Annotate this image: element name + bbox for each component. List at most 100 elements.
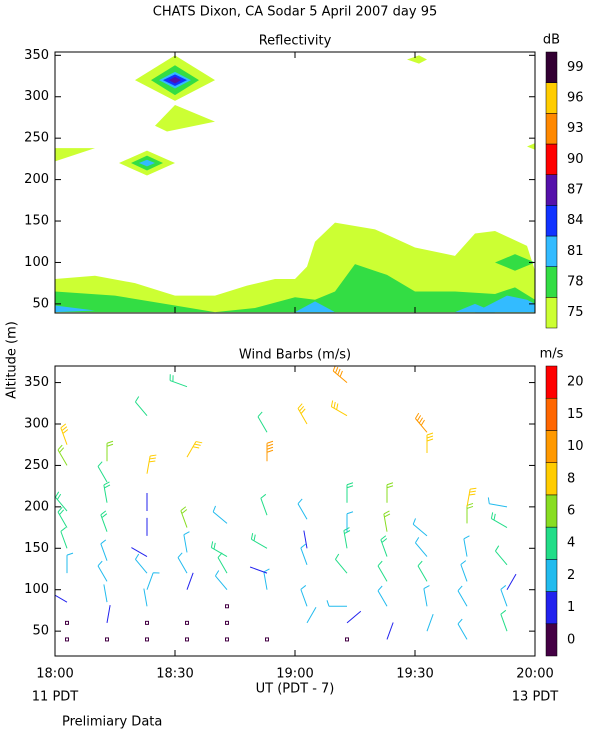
wind-barb — [100, 539, 108, 561]
colorbar-unit: dB — [543, 33, 560, 48]
contour-region — [169, 76, 181, 84]
y-tick-label: 100 — [24, 582, 49, 597]
calm-marker — [265, 637, 269, 642]
wind-barb — [332, 366, 348, 383]
colorbar-label: 10 — [567, 439, 584, 454]
wind-barb — [423, 585, 430, 607]
y-tick-label: 350 — [24, 375, 49, 390]
colorbar-block — [545, 143, 558, 175]
contour-region — [295, 301, 335, 313]
y-tick-label: 50 — [32, 624, 49, 639]
wind-barb — [380, 535, 388, 557]
wind-barb — [135, 553, 148, 574]
colorbar-block — [545, 462, 558, 496]
wind-barb — [180, 506, 188, 528]
footer-note: Prelimiary Data — [62, 715, 162, 730]
wind-barb — [383, 510, 391, 532]
colorbar-block — [545, 494, 558, 528]
colorbar-label: 20 — [567, 375, 584, 390]
wind-barb — [457, 618, 468, 640]
y-tick-label: 250 — [24, 458, 49, 473]
x-tick-label: 19:30 — [396, 667, 433, 682]
y-tick-label: 150 — [24, 541, 49, 556]
wind-barb — [490, 512, 508, 529]
wind-barb — [103, 584, 108, 603]
colorbar-block — [545, 82, 558, 114]
y-tick-label: 200 — [24, 499, 49, 514]
wind-barb — [330, 400, 348, 417]
wind-barb — [103, 481, 111, 503]
wind-barb — [169, 374, 188, 388]
plot-frame — [54, 365, 536, 657]
wind-barb — [146, 454, 157, 474]
colorbar-block — [545, 430, 558, 463]
wind-barb — [386, 482, 394, 503]
colorbar-label: 99 — [567, 60, 584, 75]
contour-region — [55, 264, 535, 313]
colorbar-block — [545, 526, 558, 560]
wind-barb — [495, 545, 508, 566]
y-tick-label: 100 — [24, 255, 49, 270]
x-right-note: 13 PDT — [512, 690, 559, 705]
calm-marker — [185, 620, 189, 625]
x-tick-label: 18:30 — [156, 667, 193, 682]
x-left-note: 11 PDT — [32, 690, 79, 705]
colorbar-block — [545, 297, 558, 329]
wind-barb — [346, 482, 354, 503]
colorbar-block — [545, 397, 558, 431]
contour-region — [407, 55, 427, 64]
wind-barb — [106, 605, 111, 623]
contour-region — [527, 143, 535, 150]
wind-barb — [263, 568, 270, 590]
colorbar-label: 96 — [567, 91, 584, 106]
y-tick-label: 150 — [24, 214, 49, 229]
calm-marker — [145, 620, 149, 625]
colorbar-unit: m/s — [540, 347, 564, 362]
y-tick-label: 250 — [24, 131, 49, 146]
colorbar-block — [545, 591, 558, 625]
wind-barb — [417, 560, 428, 582]
wind-barb — [306, 607, 317, 624]
colorbar-label: 81 — [567, 244, 584, 259]
wind-barb — [466, 502, 474, 524]
wind-barb — [60, 527, 68, 549]
y-tick-label: 50 — [32, 296, 49, 311]
wind-barb — [250, 532, 268, 549]
wind-barb — [60, 423, 69, 445]
colorbar-label: 15 — [567, 407, 584, 422]
colorbar-block — [545, 559, 558, 592]
wind-barb — [55, 491, 68, 512]
colorbar-label: 75 — [567, 305, 584, 320]
colorbar-label: 78 — [567, 275, 584, 290]
colorbar-label: 8 — [567, 471, 575, 486]
calm-marker — [185, 637, 189, 642]
page-title: CHATS Dixon, CA Sodar 5 April 2007 day 9… — [153, 5, 438, 20]
wind-barb — [297, 403, 308, 425]
calm-marker — [105, 637, 109, 642]
colorbar-block — [545, 174, 558, 206]
wind-barb — [97, 560, 108, 582]
calm-marker — [225, 637, 229, 642]
contour-region — [155, 105, 215, 132]
wind-barb — [186, 441, 203, 458]
wind-barb — [335, 553, 348, 574]
x-tick-label: 18:00 — [36, 667, 73, 682]
wind-barb — [260, 493, 268, 516]
colorbar-label: 2 — [567, 568, 575, 583]
colorbar-label: 84 — [567, 213, 584, 228]
colorbar-block — [545, 365, 558, 399]
colorbar-label: 87 — [567, 183, 584, 198]
calm-marker — [225, 620, 229, 625]
panel-title: Wind Barbs (m/s) — [239, 348, 351, 363]
contour-region — [55, 222, 535, 313]
contour-region — [139, 159, 155, 167]
wind-barb — [346, 610, 362, 624]
contour-region — [55, 148, 95, 162]
calm-marker — [65, 637, 69, 642]
plot-area — [55, 366, 517, 642]
x-tick-label: 19:00 — [276, 667, 313, 682]
wind-barb — [212, 505, 228, 524]
panel-title: Reflectivity — [259, 34, 332, 49]
colorbar-label: 1 — [567, 600, 575, 615]
